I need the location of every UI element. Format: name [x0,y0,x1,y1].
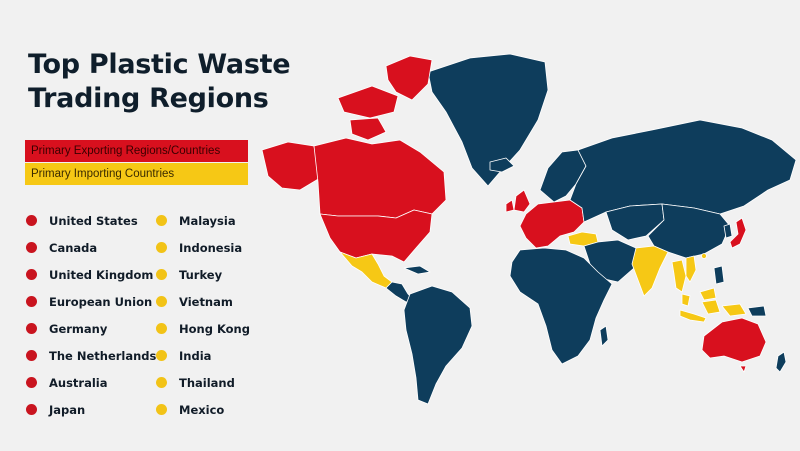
china-region [647,203,731,259]
exporting-country-item: European Union [26,288,156,315]
indonesia-region-2 [701,299,721,315]
yellow-dot-icon [156,404,167,415]
red-dot-icon [26,404,37,415]
country-name: European Union [49,294,153,309]
tasmania-region [739,365,747,373]
exporting-country-item: Australia [26,369,156,396]
red-dot-icon [26,269,37,280]
red-dot-icon [26,296,37,307]
indonesia-region-3 [721,303,747,317]
importing-country-item: Vietnam [156,288,250,315]
papua-new-guinea-region [747,305,767,317]
united-kingdom-region [513,189,531,213]
central-asia-region [605,203,665,241]
vietnam-region [685,255,697,283]
country-name: United Kingdom [49,267,154,282]
yellow-dot-icon [156,269,167,280]
ireland-region [505,199,515,213]
exporting-country-item: Canada [26,234,156,261]
indonesia-region [679,309,707,323]
importing-country-item: Hong Kong [156,315,250,342]
yellow-dot-icon [156,242,167,253]
australia-region [701,317,767,363]
country-name: Mexico [179,402,225,417]
country-name: The Netherlands [49,348,157,363]
yellow-dot-icon [156,215,167,226]
country-name: Turkey [179,267,223,282]
japan-region [729,217,747,249]
korea-region [723,223,733,239]
thailand-region [671,259,687,293]
red-dot-icon [26,215,37,226]
greenland-region [427,53,549,187]
red-dot-icon [26,242,37,253]
madagascar-region [599,325,609,347]
page-title: Top Plastic Waste Trading Regions [28,49,291,114]
yellow-dot-icon [156,296,167,307]
importing-country-item: Turkey [156,261,250,288]
mexico-region [339,251,393,289]
country-name: Canada [49,240,98,255]
iceland-region [489,157,515,173]
country-name: Vietnam [179,294,233,309]
hong-kong-region [701,253,707,259]
new-zealand-region [775,351,787,373]
country-name: Indonesia [179,240,243,255]
importing-country-item: Thailand [156,369,250,396]
red-dot-icon [26,323,37,334]
importing-country-item: Mexico [156,396,250,423]
canada-region [313,137,447,219]
canada-arctic-islands-3 [349,117,387,141]
south-america-region [403,285,473,405]
malaysia-borneo-region [699,287,717,301]
philippines-region [713,265,725,285]
importing-country-item: Indonesia [156,234,250,261]
country-name: Japan [49,402,86,417]
european-union-region [519,199,585,249]
exporting-country-list: United States Canada United Kingdom Euro… [26,207,156,423]
country-name: Hong Kong [179,321,250,336]
india-region [631,245,669,297]
exporting-country-item: United Kingdom [26,261,156,288]
africa-region [509,247,613,365]
legend-exporting-bar: Primary Exporting Regions/Countries [25,140,248,162]
country-name: Malaysia [179,213,236,228]
caribbean-region [403,265,431,275]
importing-country-item: Malaysia [156,207,250,234]
country-name: Thailand [179,375,235,390]
importing-country-list: Malaysia Indonesia Turkey Vietnam Hong K… [156,207,250,423]
exporting-country-item: Japan [26,396,156,423]
canada-arctic-islands [337,85,399,119]
red-dot-icon [26,350,37,361]
united-states-region [319,209,433,263]
importing-country-item: India [156,342,250,369]
canada-arctic-islands-2 [385,55,433,101]
red-dot-icon [26,377,37,388]
country-name: United States [49,213,138,228]
legend-importing-bar: Primary Importing Countries [25,163,248,185]
country-name: Australia [49,375,108,390]
exporting-country-item: The Netherlands [26,342,156,369]
country-name: Germany [49,321,108,336]
yellow-dot-icon [156,350,167,361]
yellow-dot-icon [156,323,167,334]
malaysia-region [681,293,691,307]
alaska-region [261,141,321,191]
exporting-country-item: United States [26,207,156,234]
yellow-dot-icon [156,377,167,388]
country-name: India [179,348,212,363]
exporting-country-item: Germany [26,315,156,342]
